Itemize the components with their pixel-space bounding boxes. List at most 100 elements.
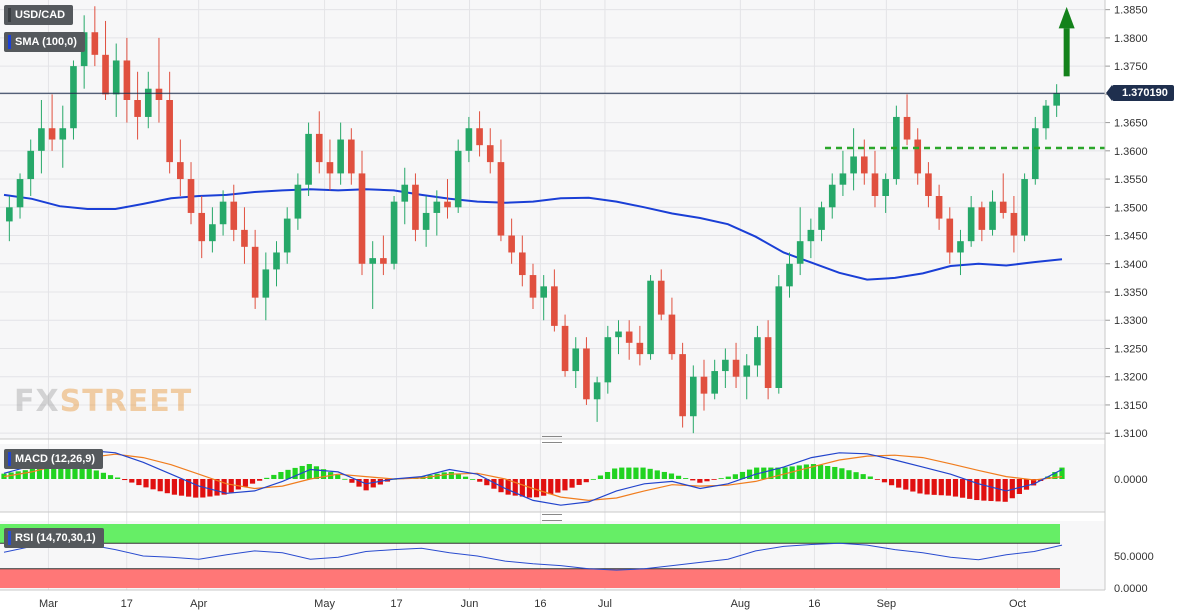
sma-swatch	[8, 35, 11, 49]
macd-histogram-bar	[959, 479, 966, 498]
candle-body	[957, 241, 964, 253]
macd-line	[3, 449, 1063, 506]
macd-histogram-bar	[51, 464, 57, 479]
macd-histogram-bar	[846, 470, 852, 479]
macd-histogram-bar	[597, 475, 604, 479]
macd-histogram-bar	[1030, 479, 1037, 486]
macd-histogram-bar	[995, 479, 1001, 502]
candle	[999, 173, 1007, 219]
candle-body	[16, 179, 24, 208]
candle	[422, 196, 430, 247]
candle	[807, 218, 815, 259]
macd-histogram-bar	[235, 479, 241, 490]
candle-body	[166, 100, 173, 163]
candle-body	[551, 286, 558, 326]
macd-histogram-bar	[789, 466, 795, 479]
macd-histogram-bar	[462, 476, 469, 479]
macd-histogram-bar	[981, 479, 987, 501]
macd-histogram-bar	[207, 479, 213, 497]
y-tick-label: 1.3500	[1114, 202, 1148, 214]
macd-histogram-bar	[242, 479, 249, 487]
candle	[262, 252, 270, 321]
macd-histogram-bar	[65, 464, 71, 479]
pane-resize-handle-rsi[interactable]	[542, 514, 562, 521]
macd-histogram-bar	[796, 465, 802, 479]
candle	[903, 94, 911, 146]
candle-body	[241, 229, 248, 247]
candle-body	[732, 359, 740, 377]
candle-body	[572, 348, 580, 372]
candle	[593, 376, 601, 422]
candle-body	[390, 201, 398, 264]
y-tick-label: 1.3650	[1114, 118, 1148, 130]
candle-body	[668, 314, 676, 355]
macd-histogram-bar	[1052, 472, 1058, 479]
macd-histogram-bar	[72, 465, 78, 479]
bullish-arrow-shaft	[1063, 28, 1070, 77]
candle-body	[1053, 93, 1060, 106]
x-tick-label: Aug	[731, 598, 751, 610]
candle	[529, 263, 537, 309]
macd-histogram-bar	[974, 479, 980, 501]
candle-body	[615, 331, 622, 338]
candle-body	[625, 331, 633, 343]
macd-histogram-bar	[349, 479, 355, 483]
candle-body	[59, 128, 67, 140]
candle-body	[369, 258, 377, 264]
candle	[1031, 116, 1039, 185]
candle	[1021, 173, 1028, 242]
candle	[112, 43, 120, 117]
candle	[70, 60, 77, 140]
macd-histogram-bar	[257, 479, 263, 481]
macd-histogram-bar	[782, 467, 788, 479]
candle-body	[262, 269, 270, 298]
symbol-badge[interactable]: USD/CAD	[4, 5, 74, 25]
candle-body	[946, 218, 954, 253]
candle	[615, 320, 622, 355]
macd-histogram-bar	[576, 479, 582, 485]
y-tick-label: 1.3350	[1114, 287, 1148, 299]
candle	[978, 201, 986, 242]
candle	[625, 320, 633, 360]
macd-histogram-bar	[29, 468, 36, 479]
candle	[754, 325, 761, 377]
macd-badge[interactable]: MACD (12,26,9)	[4, 449, 104, 469]
candle-body	[348, 139, 355, 174]
candle-body	[1031, 128, 1039, 180]
candle-body	[903, 116, 911, 140]
macd-histogram-bar	[647, 468, 653, 479]
candle	[390, 196, 398, 270]
candle	[732, 342, 740, 388]
candle	[273, 241, 280, 287]
macd-histogram-bar	[931, 479, 937, 495]
candle	[230, 184, 238, 242]
rsi-y-tick-label: 0.0000	[1114, 583, 1148, 595]
macd-histogram-bar	[306, 464, 312, 479]
macd-histogram-bar	[825, 465, 831, 479]
candle	[16, 173, 24, 219]
candle-body	[294, 184, 302, 219]
sma-badge[interactable]: SMA (100,0)	[4, 32, 85, 52]
candle-body	[337, 139, 344, 174]
candle	[209, 207, 216, 253]
candle-body	[647, 280, 654, 355]
candle	[796, 207, 804, 276]
candle	[326, 139, 334, 191]
bullish-arrow-head	[1058, 6, 1075, 29]
macd-histogram-bar	[313, 466, 320, 479]
macd-histogram-bar	[129, 479, 135, 483]
y-tick-label: 1.3250	[1114, 343, 1148, 355]
candle	[561, 314, 569, 377]
x-tick-label: 17	[390, 598, 402, 610]
macd-histogram-bar	[853, 472, 859, 479]
macd-histogram-bar	[264, 477, 270, 479]
pane-resize-handle-macd[interactable]	[542, 436, 562, 443]
candle-body	[561, 325, 569, 372]
y-tick-label: 1.3600	[1114, 146, 1148, 158]
rsi-y-tick-label: 50.0000	[1114, 551, 1154, 563]
macd-histogram-bar	[320, 469, 327, 479]
candle-body	[38, 128, 45, 151]
candle-body	[326, 162, 334, 174]
candle	[27, 139, 35, 196]
rsi-badge[interactable]: RSI (14,70,30,1)	[4, 528, 104, 548]
